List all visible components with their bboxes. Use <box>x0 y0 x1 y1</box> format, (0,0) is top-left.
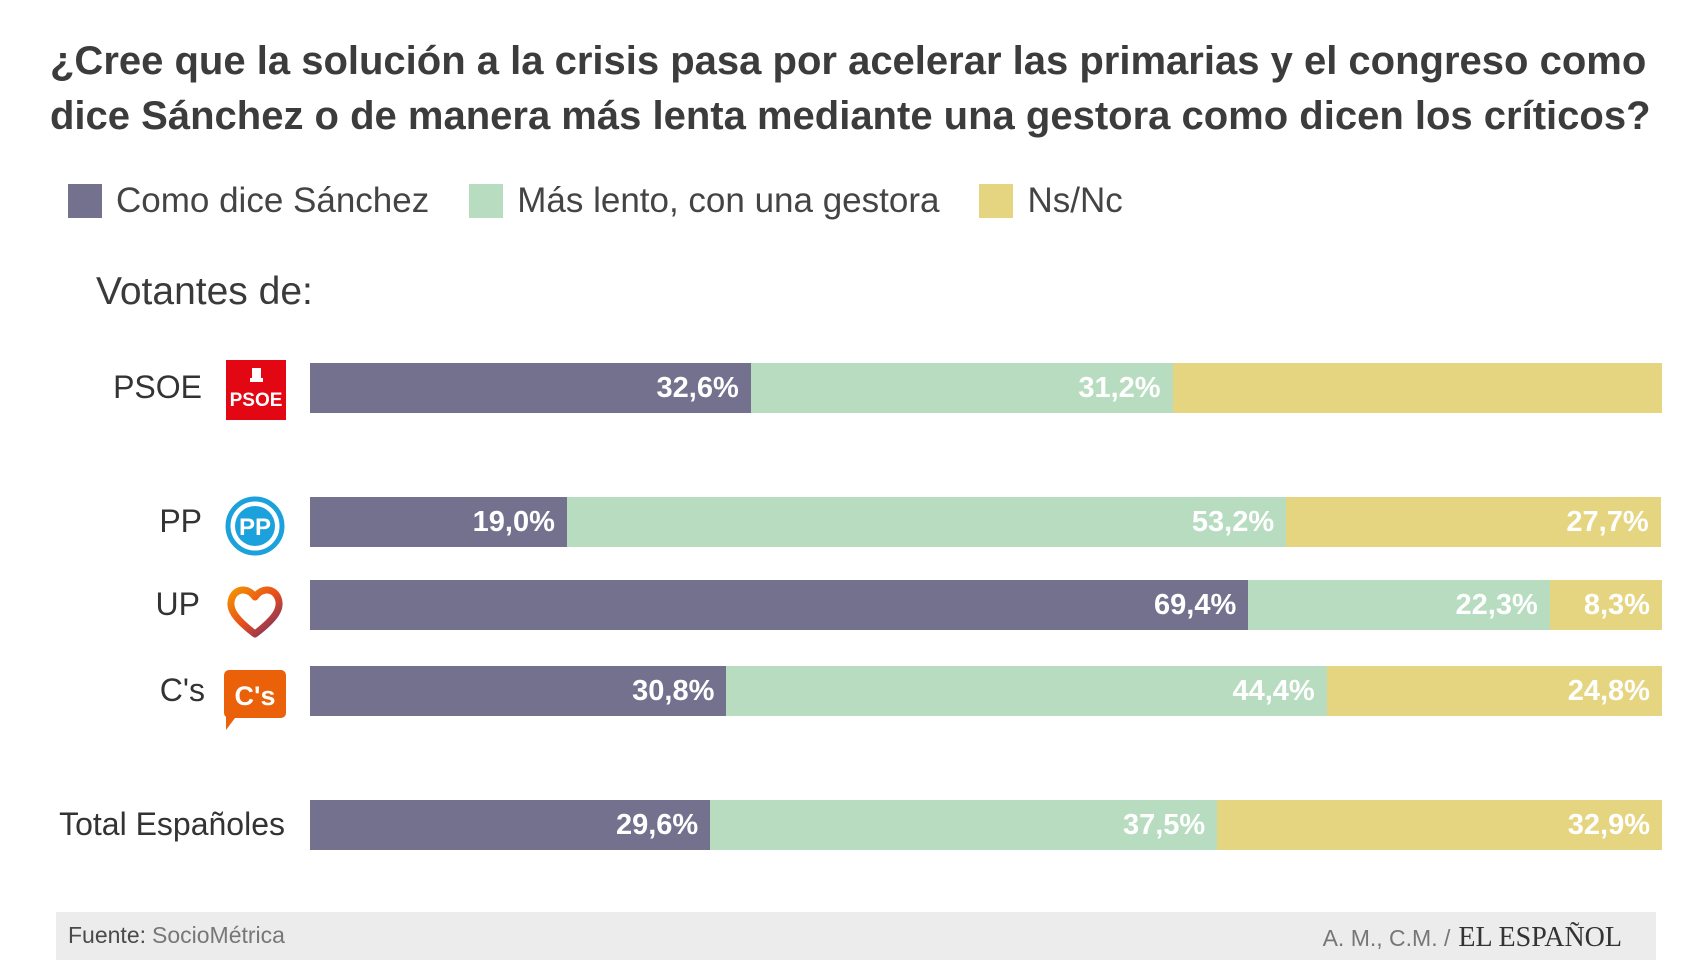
bar-pp: 19,0% 53,2% 27,7% <box>310 497 1662 547</box>
data-label-up-1: 22,3% <box>1455 589 1538 621</box>
brand-logo: EL ESPAÑOL <box>1458 922 1622 953</box>
authors: A. M., C.M. / <box>1322 925 1451 951</box>
category-label-up: UP <box>155 586 200 622</box>
data-label-total-espa-oles-0: 29,6% <box>615 809 699 841</box>
data-label-psoe-1: 31,2% <box>1078 372 1161 404</box>
legend-item-sanchez: Como dice Sánchez <box>68 181 429 221</box>
bar-segment-pp-2: 27,7% <box>1286 497 1661 547</box>
legend: Como dice Sánchez Más lento, con una ges… <box>68 178 1163 224</box>
source-name: SocioMétrica <box>152 922 285 948</box>
legend-item-gestora: Más lento, con una gestora <box>469 181 939 221</box>
legend-swatch-nsnc <box>979 184 1014 218</box>
chart-title: ¿Cree que la solución a la crisis pasa p… <box>50 39 1651 138</box>
bar-segment-total-espa-oles-0: 29,6% <box>310 800 711 850</box>
bar-segment-pp-1: 53,2% <box>566 497 1287 547</box>
up-heart-logo-icon <box>224 580 284 640</box>
legend-swatch-sanchez <box>68 184 102 218</box>
data-label-pp-1: 53,2% <box>1191 506 1275 538</box>
bar-segment-psoe-2 <box>1172 363 1662 413</box>
bar-segment-total-espa-oles-2: 32,9% <box>1217 800 1662 850</box>
category-label-psoe: PSOE <box>113 369 202 405</box>
data-label-total-espa-oles-1: 37,5% <box>1122 809 1206 841</box>
footer-credits: A. M., C.M. / EL ESPAÑOL <box>1323 922 1622 954</box>
category-label-pp: PP <box>159 503 202 539</box>
bar-segment-up-0: 69,4% <box>310 580 1249 630</box>
bar-total-espa-oles: 29,6% 37,5% 32,9% <box>310 800 1662 850</box>
legend-item-nsnc: Ns/Nc <box>979 181 1123 221</box>
data-label-c-s-0: 30,8% <box>632 675 715 707</box>
category-label-c-s: C's <box>159 672 205 708</box>
bar-segment-psoe-0: 32,6% <box>310 363 751 413</box>
category-label-total-espa-oles: Total Españoles <box>59 806 285 842</box>
legend-swatch-gestora <box>469 184 504 218</box>
bar-psoe: 32,6% 31,2% <box>310 363 1662 413</box>
bar-c-s: 30,8% 44,4% 24,8% <box>310 666 1662 716</box>
cs-logo-icon: C's <box>224 670 286 730</box>
data-label-pp-0: 19,0% <box>472 506 555 538</box>
bar-segment-up-2: 8,3% <box>1549 580 1662 630</box>
data-label-up-2: 8,3% <box>1583 589 1650 621</box>
data-label-c-s-1: 44,4% <box>1232 675 1315 707</box>
cs-logo-text: C's <box>235 681 276 711</box>
bar-segment-total-espa-oles-1: 37,5% <box>710 800 1218 850</box>
data-label-up-0: 69,4% <box>1154 589 1237 621</box>
footer-source: Fuente: SocioMétrica <box>68 922 285 949</box>
bar-segment-c-s-0: 30,8% <box>310 666 727 716</box>
bar-segment-c-s-1: 44,4% <box>726 666 1327 716</box>
bar-segment-up-1: 22,3% <box>1248 580 1550 630</box>
legend-label-nsnc: Ns/Nc <box>1027 181 1123 220</box>
data-label-pp-2: 27,7% <box>1566 506 1649 538</box>
source-label: Fuente: <box>68 922 146 948</box>
bar-segment-psoe-1: 31,2% <box>750 363 1173 413</box>
pp-logo-text: PP <box>239 514 271 541</box>
data-label-total-espa-oles-2: 32,9% <box>1567 809 1650 841</box>
bar-segment-pp-0: 19,0% <box>310 497 567 547</box>
data-label-c-s-2: 24,8% <box>1567 675 1650 707</box>
pp-logo-icon: PP <box>224 495 285 556</box>
legend-label-gestora: Más lento, con una gestora <box>517 181 940 220</box>
data-label-psoe-0: 32,6% <box>656 372 739 404</box>
psoe-logo-icon: PSOE <box>226 360 286 420</box>
chart-subtitle: Votantes de: <box>96 270 313 313</box>
bar-up: 69,4% 22,3% 8,3% <box>310 580 1662 630</box>
footer: Fuente: SocioMétrica A. M., C.M. / EL ESPA… <box>56 912 1656 960</box>
bar-segment-c-s-2: 24,8% <box>1326 666 1662 716</box>
psoe-logo-text: PSOE <box>230 390 283 411</box>
legend-label-sanchez: Como dice Sánchez <box>116 181 430 220</box>
